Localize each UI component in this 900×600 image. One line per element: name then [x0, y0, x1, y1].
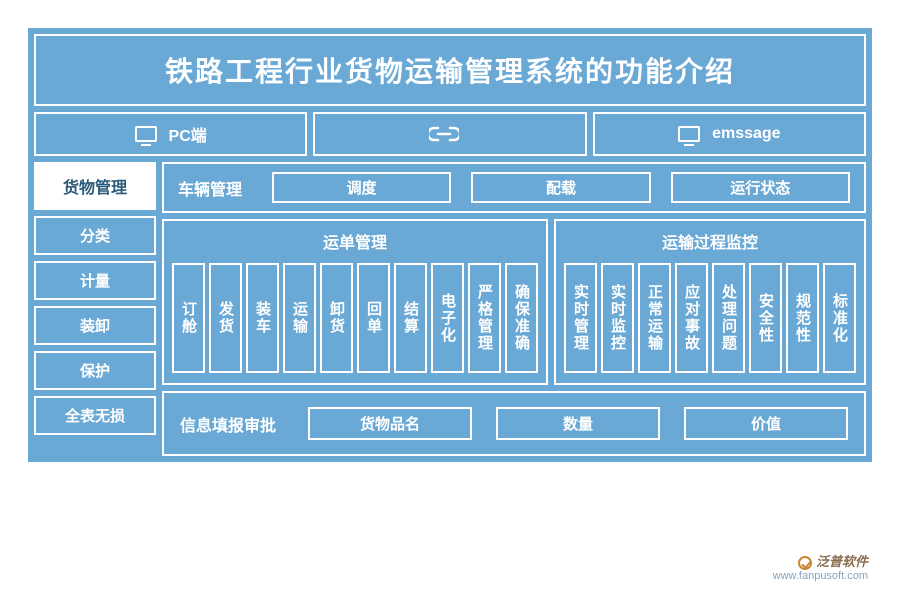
- info-row: 信息填报审批 货物品名 数量 价值: [162, 391, 866, 456]
- watermark-logo-icon: [798, 556, 812, 570]
- panel-col: 规范性: [786, 263, 819, 373]
- link-icon: [429, 126, 459, 142]
- panel-col: 应对事故: [675, 263, 708, 373]
- panel-col: 卸货: [320, 263, 353, 373]
- sidebar-item: 计量: [34, 261, 156, 300]
- panel-col: 结算: [394, 263, 427, 373]
- panel-col: 实时管理: [564, 263, 597, 373]
- panel-col: 严格管理: [468, 263, 501, 373]
- sidebar: 货物管理 分类 计量 装卸 保护 全表无损: [34, 162, 156, 456]
- info-item: 货物品名: [308, 407, 472, 440]
- sidebar-item: 保护: [34, 351, 156, 390]
- platform-pc: PC端: [34, 112, 307, 156]
- panel-col: 安全性: [749, 263, 782, 373]
- platform-link: [313, 112, 586, 156]
- panel-monitor: 运输过程监控 实时管理 实时监控 正常运输 应对事故 处理问题 安全性 规范性 …: [554, 219, 866, 385]
- title-bar: 铁路工程行业货物运输管理系统的功能介绍: [34, 34, 866, 106]
- panel-col: 处理问题: [712, 263, 745, 373]
- watermark-brand: 泛普软件: [816, 554, 868, 569]
- watermark-url: www.fanpusoft.com: [773, 570, 868, 582]
- diagram-root: 铁路工程行业货物运输管理系统的功能介绍 PC端 emssage 货物管理 分类 …: [28, 28, 872, 462]
- main-row: 货物管理 分类 计量 装卸 保护 全表无损 车辆管理 调度 配载 运行状态 运单…: [34, 162, 866, 456]
- info-item: 价值: [684, 407, 848, 440]
- panel-col: 正常运输: [638, 263, 671, 373]
- right-column: 车辆管理 调度 配载 运行状态 运单管理 订舱 发货 装车 运输 卸货 回单 结…: [162, 162, 866, 456]
- panel-title: 运单管理: [172, 229, 538, 253]
- monitor-icon: [135, 126, 157, 142]
- title-text: 铁路工程行业货物运输管理系统的功能介绍: [165, 56, 735, 87]
- panel-columns: 实时管理 实时监控 正常运输 应对事故 处理问题 安全性 规范性 标准化: [564, 263, 856, 373]
- panel-col: 实时监控: [601, 263, 634, 373]
- vehicle-row: 车辆管理 调度 配载 运行状态: [162, 162, 866, 213]
- info-header: 信息填报审批: [180, 412, 276, 436]
- platform-emssage: emssage: [593, 112, 866, 156]
- panel-col: 订舱: [172, 263, 205, 373]
- two-panels: 运单管理 订舱 发货 装车 运输 卸货 回单 结算 电子化 严格管理 确保准确: [162, 219, 866, 385]
- panel-col: 标准化: [823, 263, 856, 373]
- info-item: 数量: [496, 407, 660, 440]
- panel-columns: 订舱 发货 装车 运输 卸货 回单 结算 电子化 严格管理 确保准确: [172, 263, 538, 373]
- sidebar-item: 全表无损: [34, 396, 156, 435]
- panel-col: 回单: [357, 263, 390, 373]
- panel-col: 发货: [209, 263, 242, 373]
- watermark: 泛普软件 www.fanpusoft.com: [773, 555, 868, 582]
- panel-col: 运输: [283, 263, 316, 373]
- platform-label: PC端: [169, 122, 207, 146]
- panel-col: 装车: [246, 263, 279, 373]
- monitor-icon: [678, 126, 700, 142]
- vehicle-item: 运行状态: [671, 172, 850, 203]
- vehicle-item: 配载: [471, 172, 650, 203]
- sidebar-header: 货物管理: [34, 162, 156, 210]
- platforms-row: PC端 emssage: [34, 112, 866, 156]
- panel-title: 运输过程监控: [564, 229, 856, 253]
- panel-waybill: 运单管理 订舱 发货 装车 运输 卸货 回单 结算 电子化 严格管理 确保准确: [162, 219, 548, 385]
- sidebar-item: 装卸: [34, 306, 156, 345]
- panel-col: 电子化: [431, 263, 464, 373]
- panel-col: 确保准确: [505, 263, 538, 373]
- vehicle-item: 调度: [272, 172, 451, 203]
- vehicle-header: 车辆管理: [178, 176, 242, 200]
- sidebar-item: 分类: [34, 216, 156, 255]
- platform-label: emssage: [712, 125, 781, 143]
